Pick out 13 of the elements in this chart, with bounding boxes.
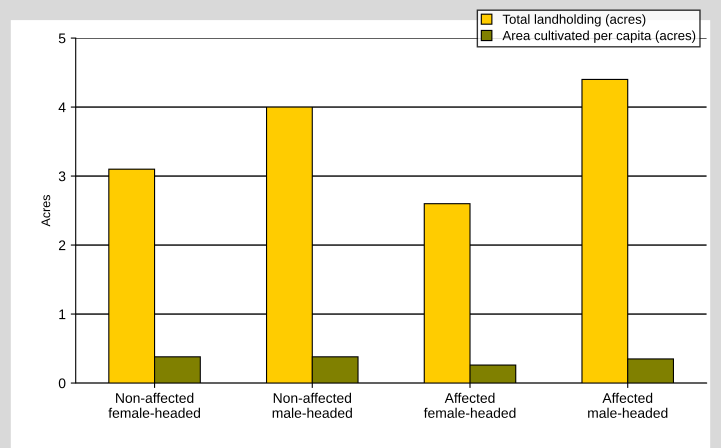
- x-tick-label: Non-affected male-headed: [272, 392, 352, 418]
- y-tick-label: 1: [59, 310, 66, 320]
- x-tick-label: Affected female-headed: [424, 392, 516, 418]
- legend-label: Total landholding (acres): [502, 14, 646, 27]
- x-tick-label: Non-affected female-headed: [108, 392, 200, 418]
- y-tick-label: 5: [58, 34, 66, 44]
- legend-label: Area cultivated per capita (acres): [502, 30, 696, 43]
- y-tick-label: 3: [58, 171, 66, 182]
- y-axis-title: Acres: [42, 195, 50, 227]
- y-tick-label: 4: [58, 102, 66, 112]
- y-tick-label: 2: [58, 240, 66, 250]
- x-tick-label: Affected male-headed: [588, 392, 668, 418]
- y-tick-label: 0: [58, 378, 66, 388]
